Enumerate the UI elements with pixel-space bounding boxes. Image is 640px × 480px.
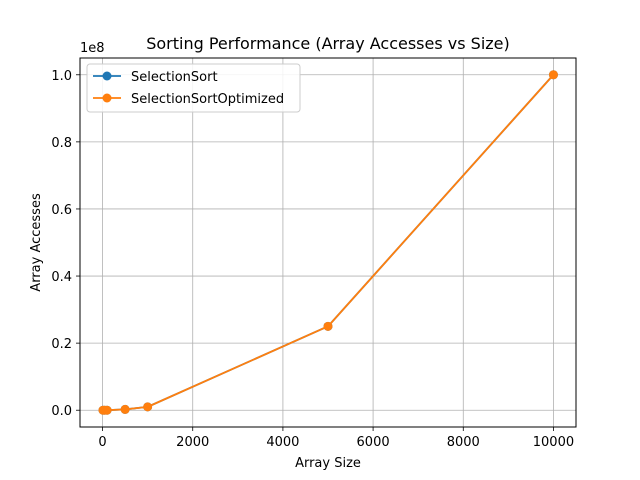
chart-title: Sorting Performance (Array Accesses vs S… (146, 34, 510, 53)
y-tick-label: 1.0 (51, 69, 72, 84)
axes: 0 2000 4000 6000 8000 10000 0.0 0.2 0.4 0.6 0.8 1.0 (51, 69, 574, 450)
x-tick-label: 2000 (176, 435, 209, 450)
x-tick-label: 10000 (533, 435, 574, 450)
legend-label: SelectionSort (131, 70, 218, 85)
y-offset-label: 1e8 (80, 41, 105, 56)
y-tick-label: 0.2 (51, 337, 72, 352)
legend-swatch-marker (102, 71, 112, 81)
data-point (102, 405, 112, 415)
data-point (143, 402, 153, 412)
x-tick-label: 8000 (447, 435, 480, 450)
series-layer (98, 70, 558, 415)
y-axis-label: Array Accesses (29, 193, 44, 292)
x-tick-label: 6000 (357, 435, 390, 450)
plot-area-frame (79, 57, 577, 428)
legend: SelectionSort SelectionSortOptimized (86, 63, 301, 113)
x-axis-label: Array Size (295, 456, 361, 471)
y-tick-label: 0.4 (51, 270, 72, 285)
data-point (323, 321, 333, 331)
data-point (120, 404, 130, 414)
x-tick-label: 4000 (266, 435, 299, 450)
legend-swatch-marker (102, 93, 112, 103)
legend-label: SelectionSortOptimized (131, 92, 284, 107)
y-tick-label: 0.6 (51, 203, 72, 218)
data-point (548, 70, 558, 80)
y-tick-label: 0.8 (51, 136, 72, 151)
x-tick-label: 0 (98, 435, 106, 450)
y-tick-label: 0.0 (51, 404, 72, 419)
legend-box (86, 63, 301, 113)
